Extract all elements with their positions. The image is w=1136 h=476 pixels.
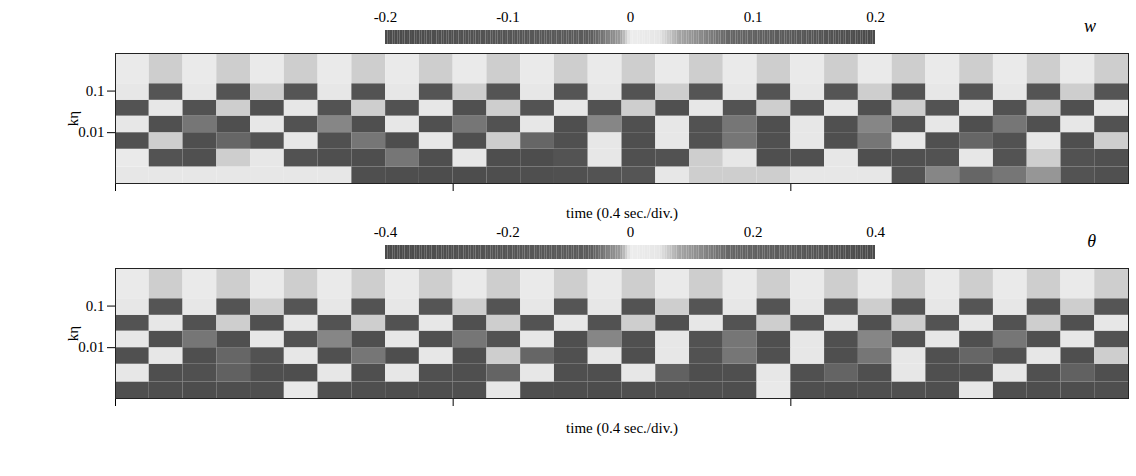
html-text:θ: θ xyxy=(1087,231,1096,251)
svg-text:0.01: 0.01 xyxy=(78,124,104,140)
svg-text:0: 0 xyxy=(627,224,635,240)
svg-text:0.2: 0.2 xyxy=(744,224,763,240)
svg-text:-0.4: -0.4 xyxy=(374,224,398,240)
svg-text:kη: kη xyxy=(65,326,81,342)
svg-text:0.4: 0.4 xyxy=(866,224,885,240)
svg-text:0.2: 0.2 xyxy=(866,9,885,25)
svg-text:time (0.4 sec./div.): time (0.4 sec./div.) xyxy=(566,420,678,437)
svg-text:0.1: 0.1 xyxy=(744,9,763,25)
svg-text:0.1: 0.1 xyxy=(86,83,105,99)
html-text:w: w xyxy=(1084,16,1096,36)
svg-text:time (0.4 sec./div.): time (0.4 sec./div.) xyxy=(566,205,678,222)
svg-text:0.1: 0.1 xyxy=(86,298,105,314)
svg-text:0: 0 xyxy=(627,9,635,25)
svg-text:-0.1: -0.1 xyxy=(496,9,520,25)
svg-text:kη: kη xyxy=(65,111,81,127)
svg-text:-0.2: -0.2 xyxy=(374,9,398,25)
svg-text:0.01: 0.01 xyxy=(78,339,104,355)
svg-text:-0.2: -0.2 xyxy=(496,224,520,240)
